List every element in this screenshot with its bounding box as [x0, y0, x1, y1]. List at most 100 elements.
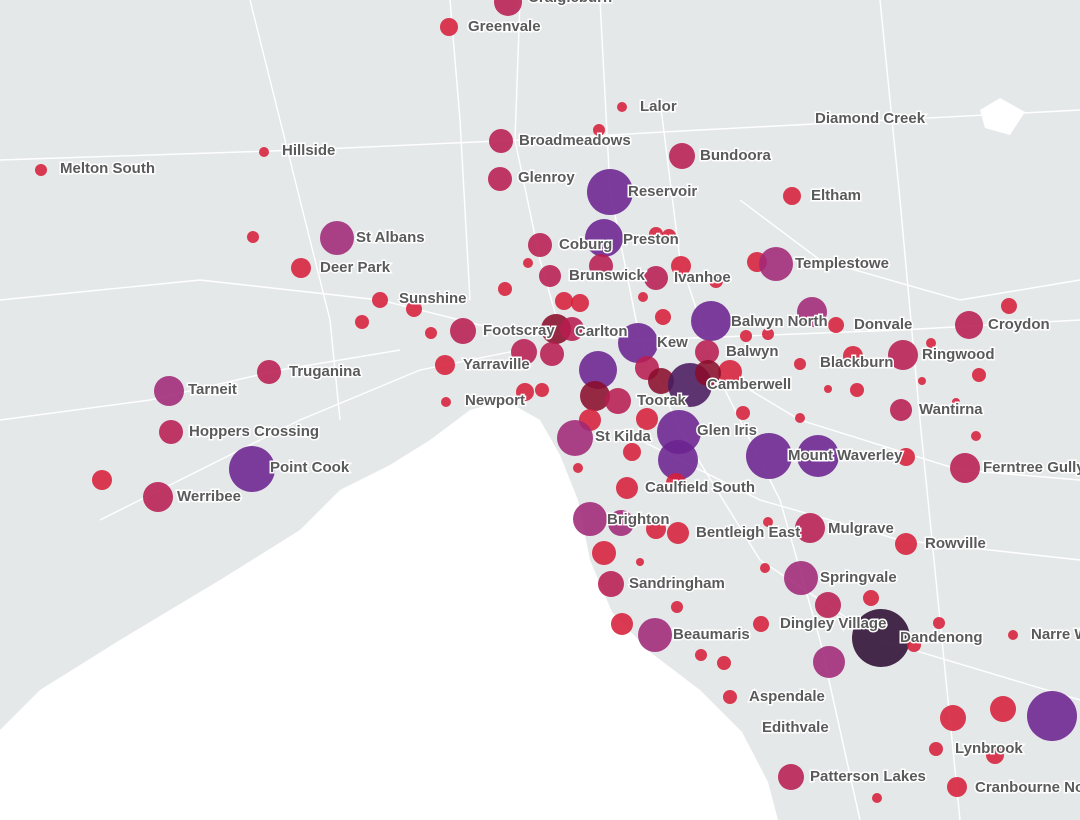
bubble: [695, 340, 719, 364]
place-label: Dingley Village: [780, 615, 886, 632]
bubble: [794, 358, 806, 370]
bubble: [783, 187, 801, 205]
bubble: [759, 247, 793, 281]
bubble: [516, 383, 534, 401]
bubble: [598, 571, 624, 597]
bubble: [795, 413, 805, 423]
bubble: [952, 398, 960, 406]
bubble: [784, 561, 818, 595]
bubble: [573, 502, 607, 536]
bubble: [587, 169, 633, 215]
place-label: Reservoir: [628, 183, 697, 200]
bubble: [691, 301, 731, 341]
bubble: [986, 746, 1004, 764]
bubble: [488, 167, 512, 191]
bubble: [971, 431, 981, 441]
bubble: [605, 388, 631, 414]
bubble: [580, 381, 610, 411]
bubble: [655, 309, 671, 325]
bubble: [897, 448, 915, 466]
bubble: [813, 646, 845, 678]
place-label: Yarraville: [463, 356, 530, 373]
bubble: [555, 292, 573, 310]
bubble: [355, 315, 369, 329]
place-label: Ferntree Gully: [983, 459, 1080, 476]
bubble: [611, 613, 633, 635]
place-label: Sunshine: [399, 290, 467, 307]
bubble: [291, 258, 311, 278]
bubble: [888, 340, 918, 370]
bubble: [824, 385, 832, 393]
bubble: [695, 649, 707, 661]
bubble: [528, 233, 552, 257]
bubble: [666, 473, 686, 493]
bubble: [557, 420, 593, 456]
bubble: [918, 377, 926, 385]
bubble: [638, 618, 672, 652]
bubble: [950, 453, 980, 483]
place-label: Mulgrave: [828, 520, 894, 537]
place-label: Eltham: [811, 187, 861, 204]
bubble: [579, 351, 617, 389]
bubble: [523, 258, 533, 268]
bubble: [649, 227, 663, 241]
place-label: Aspendale: [749, 688, 825, 705]
bubble: [843, 346, 863, 366]
place-label: Caulfield South: [645, 479, 755, 496]
place-label: Cranbourne North: [975, 779, 1080, 796]
bubbles: [35, 0, 1077, 803]
bubble: [573, 463, 583, 473]
place-label: Narre Warren: [1031, 626, 1080, 643]
place-label: Footscray: [483, 322, 555, 339]
bubble: [259, 147, 269, 157]
bubble: [489, 129, 513, 153]
bubble: [895, 533, 917, 555]
bubble: [154, 376, 184, 406]
bubble: [850, 383, 864, 397]
place-label: Deer Park: [320, 259, 391, 276]
bubble: [440, 18, 458, 36]
bubble: [585, 219, 623, 257]
bubble: [797, 435, 839, 477]
bubble: [753, 616, 769, 632]
place-label: Balwyn North: [731, 313, 828, 330]
place-label: Bundoora: [700, 147, 771, 164]
bubble: [406, 301, 422, 317]
place-label: Greenvale: [468, 18, 541, 35]
bubble: [617, 102, 627, 112]
bubble: [636, 408, 658, 430]
bubble: [740, 330, 752, 342]
bubble: [618, 323, 658, 363]
bubble: [540, 342, 564, 366]
bubble: [593, 124, 605, 136]
place-label: Tarneit: [188, 381, 237, 398]
bubble: [494, 0, 522, 16]
bubble: [852, 609, 910, 667]
bubble: [709, 274, 723, 288]
place-label: Brighton: [607, 511, 669, 528]
place-label: Lynbrook: [955, 740, 1023, 757]
place-label: Toorak: [637, 392, 687, 409]
bubble: [990, 696, 1016, 722]
bubble: [947, 777, 967, 797]
bubble: [608, 510, 634, 536]
bubble: [671, 601, 683, 613]
bubble: [1027, 691, 1077, 741]
place-label: Blackburn: [820, 354, 893, 371]
bubble: [648, 368, 674, 394]
bubble: [644, 266, 668, 290]
bubble: [1008, 630, 1018, 640]
bubble: [907, 638, 921, 652]
bubble: [658, 440, 698, 480]
bubble: [695, 360, 721, 386]
bubble: [623, 443, 641, 461]
bubble: [257, 360, 281, 384]
place-label: Craigieburn: [528, 0, 612, 6]
bubble: [669, 143, 695, 169]
place-label: Patterson Lakes: [810, 768, 926, 785]
bubble: [778, 764, 804, 790]
bubble: [592, 541, 616, 565]
bubble: [560, 317, 584, 341]
place-label: Wantirna: [919, 401, 983, 418]
place-label: Kew: [657, 334, 688, 351]
